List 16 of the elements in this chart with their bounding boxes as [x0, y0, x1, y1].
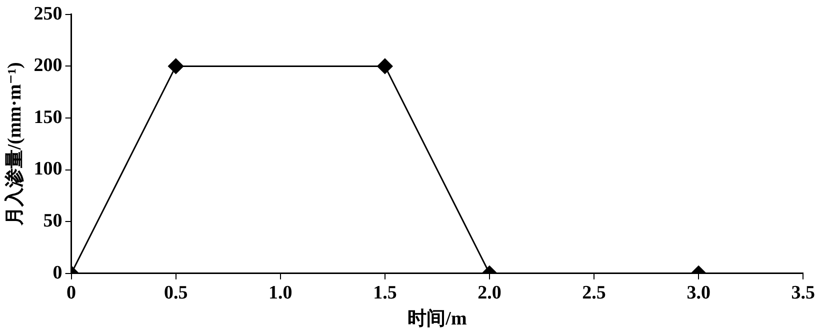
x-tick-label: 0 — [66, 282, 76, 304]
y-axis-title: 月入渗量/(mm·m⁻¹) — [3, 62, 26, 227]
x-tick-label: 0.5 — [164, 282, 188, 304]
y-tick-label: 0 — [52, 262, 62, 284]
y-tick-label: 150 — [34, 106, 62, 128]
x-tick-label: 1.5 — [373, 282, 397, 304]
y-tick-label: 50 — [43, 210, 62, 232]
x-tick-label: 2.5 — [582, 282, 606, 304]
y-tick-label: 200 — [34, 55, 62, 76]
x-tick-label: 3.0 — [686, 282, 710, 304]
x-axis-title: 时间/m — [408, 308, 467, 330]
y-tick-label: 250 — [34, 3, 62, 24]
x-tick-label: 2.0 — [478, 282, 502, 304]
x-tick-label: 3.5 — [791, 282, 815, 304]
x-tick-label: 1.0 — [268, 282, 292, 304]
y-tick-label: 100 — [34, 158, 62, 180]
